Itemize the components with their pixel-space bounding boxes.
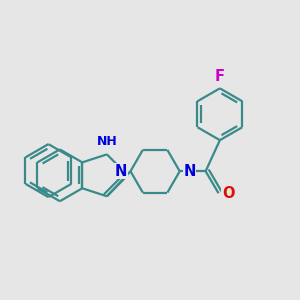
Text: F: F	[215, 69, 225, 84]
Text: O: O	[222, 186, 235, 201]
Text: N: N	[115, 164, 127, 179]
Text: N: N	[183, 164, 196, 179]
Text: NH: NH	[97, 136, 117, 148]
